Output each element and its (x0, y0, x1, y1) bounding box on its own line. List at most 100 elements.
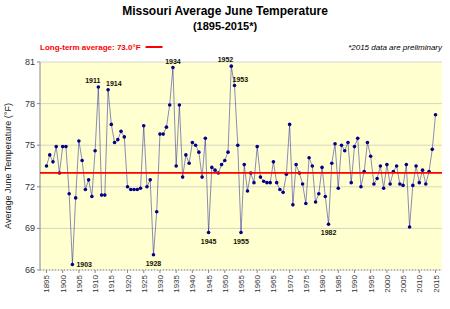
x-tick-label: 1970 (286, 274, 295, 292)
data-point (259, 175, 263, 179)
x-tick (273, 270, 274, 273)
data-point (242, 163, 246, 167)
data-point (255, 145, 259, 149)
x-tick-label: 1920 (124, 274, 133, 292)
x-tick-label: 1975 (302, 274, 311, 292)
x-tick-label: 2005 (399, 274, 408, 292)
data-point (158, 132, 162, 136)
x-tick-label: 2000 (383, 274, 392, 292)
annotation: 1953 (233, 76, 249, 83)
data-point (398, 182, 402, 186)
data-point (84, 188, 88, 192)
data-point (327, 222, 331, 226)
data-point (126, 185, 130, 189)
data-point (278, 188, 282, 192)
x-tick-label: 1895 (42, 274, 51, 292)
data-point (281, 191, 285, 195)
y-axis-label: Average June Temperature (°F) (3, 103, 13, 229)
x-tick (111, 270, 112, 273)
x-tick-label: 1950 (221, 274, 230, 292)
data-point (103, 193, 107, 197)
data-point (229, 64, 233, 68)
data-point (275, 181, 279, 185)
x-tick (224, 270, 225, 273)
data-point (421, 168, 425, 172)
data-point (411, 184, 415, 188)
data-point (401, 184, 405, 188)
grid-line (40, 62, 442, 63)
x-tick-label: 1915 (107, 274, 116, 292)
x-tick-label: 1940 (188, 274, 197, 292)
data-point (414, 164, 418, 168)
x-tick (386, 270, 387, 273)
data-point (395, 164, 399, 168)
x-tick-label: 1900 (59, 274, 68, 292)
data-point (294, 163, 298, 167)
x-tick-label: 1930 (156, 274, 165, 292)
data-point (155, 210, 159, 214)
data-point (314, 200, 318, 204)
data-point (64, 145, 68, 149)
data-point (430, 148, 434, 152)
data-point (122, 135, 126, 139)
data-point (207, 231, 211, 235)
data-point (236, 143, 240, 147)
annotation: 1955 (233, 238, 249, 245)
data-point (200, 175, 204, 179)
x-tick-label: 1995 (367, 274, 376, 292)
data-point (343, 149, 347, 153)
annotation: 1903 (76, 261, 92, 268)
annotation: 1911 (85, 77, 100, 84)
data-point (418, 181, 422, 185)
data-point (333, 142, 337, 146)
data-point (178, 103, 182, 107)
legend-swatch (146, 46, 163, 48)
x-tick-label: 1985 (334, 274, 343, 292)
data-point (366, 141, 370, 145)
data-point (220, 163, 224, 167)
x-tick (305, 270, 306, 273)
chart: Missouri Average June Temperature(1895-2… (0, 0, 450, 309)
data-point (349, 181, 353, 185)
data-point (171, 66, 175, 70)
data-point (161, 132, 165, 136)
data-point (116, 138, 120, 142)
average-label: Long-term average: 73.0°F (40, 43, 141, 52)
annotation: 1914 (106, 80, 122, 87)
data-point (61, 145, 65, 149)
annotation: 1945 (201, 238, 217, 245)
title: Missouri Average June Temperature (122, 4, 328, 18)
data-point (67, 192, 71, 196)
x-tick (354, 270, 355, 273)
x-tick (143, 270, 144, 273)
data-point (210, 166, 214, 170)
data-point (87, 178, 91, 182)
note: *2015 data are preliminary (348, 43, 443, 52)
data-point (174, 164, 178, 168)
data-point (252, 181, 256, 185)
data-point (307, 156, 311, 160)
temperature-line (46, 66, 435, 264)
x-tick-label: 1910 (91, 274, 100, 292)
data-point (194, 143, 198, 147)
data-point (106, 88, 110, 92)
data-point (54, 145, 58, 149)
plot-background (40, 62, 442, 270)
y-tick-label: 69 (25, 223, 35, 233)
data-point (388, 182, 392, 186)
y-axis-line (40, 62, 41, 270)
data-point (356, 136, 360, 140)
x-tick-label: 1990 (350, 274, 359, 292)
data-point (359, 185, 363, 189)
x-tick-label: 1960 (253, 274, 262, 292)
x-tick-label: 1945 (205, 274, 214, 292)
data-point (291, 203, 295, 207)
data-point (239, 231, 243, 235)
data-point (119, 130, 123, 134)
data-point (408, 225, 412, 229)
plot-area (40, 64, 442, 266)
x-tick (192, 270, 193, 273)
x-tick-label: 1925 (140, 274, 149, 292)
annotation: 1934 (165, 58, 181, 65)
y-tick-label: 66 (25, 265, 35, 275)
